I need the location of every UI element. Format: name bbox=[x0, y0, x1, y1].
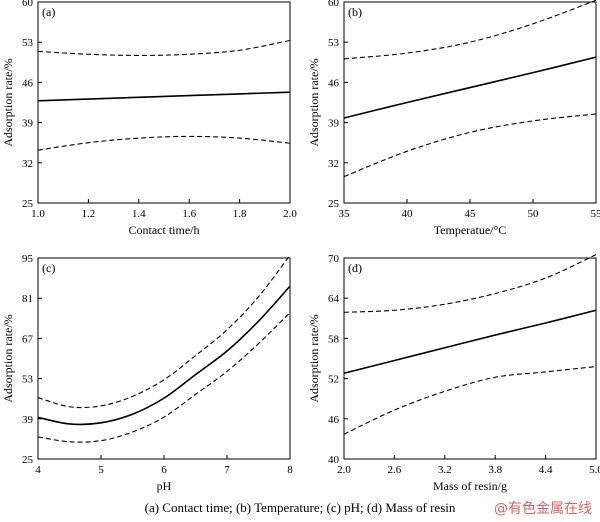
panel-label: (d) bbox=[348, 261, 362, 275]
x-tick-label: 5 bbox=[98, 464, 104, 476]
x-tick-label: 2.0 bbox=[337, 464, 351, 476]
y-tick-label: 39 bbox=[22, 414, 34, 426]
lower-confidence-curve bbox=[343, 113, 597, 178]
fitted-curve bbox=[343, 56, 597, 119]
x-tick-label: 8 bbox=[287, 464, 293, 476]
upper-confidence-curve bbox=[343, 254, 597, 313]
x-tick-label: 3.2 bbox=[438, 464, 452, 476]
y-tick-label: 58 bbox=[328, 333, 340, 345]
y-axis-label: Adsorption rate/% bbox=[307, 58, 321, 146]
x-axis-label: Temperatue/°C bbox=[434, 223, 507, 237]
fitted-curve bbox=[37, 91, 291, 102]
panel-label: (c) bbox=[42, 261, 55, 275]
y-tick-label: 53 bbox=[22, 37, 34, 49]
y-tick-label: 95 bbox=[22, 253, 34, 265]
x-tick-label: 1.2 bbox=[82, 208, 96, 220]
panel-d: 2.0 2.6 3.2 3.8 4.4 5.0 40 46 52 58 64 70 (d) Mass of… bbox=[307, 253, 600, 493]
y-tick-label: 25 bbox=[328, 198, 340, 210]
y-tick-label: 67 bbox=[22, 333, 34, 345]
x-tick-label: 40 bbox=[402, 208, 414, 220]
y-axis-label: Adsorption rate/% bbox=[307, 314, 321, 402]
x-tick-label: 1.8 bbox=[233, 208, 247, 220]
panel-label: (a) bbox=[42, 5, 55, 19]
x-tick-label: 6 bbox=[161, 464, 167, 476]
y-tick-label: 60 bbox=[328, 0, 340, 9]
x-tick-label: 5.0 bbox=[589, 464, 600, 476]
panel-a: 1.0 1.2 1.4 1.6 1.8 2.0 25 32 39 46 53 60 (a) Contact… bbox=[1, 0, 297, 237]
x-tick-label: 1.0 bbox=[31, 208, 45, 220]
figure: 1.0 1.2 1.4 1.6 1.8 2.0253239465360(a)Contact… bbox=[1, 0, 600, 493]
y-tick-label: 70 bbox=[328, 253, 340, 265]
y-tick-label: 53 bbox=[22, 374, 34, 386]
plot-frame bbox=[37, 1, 291, 204]
y-tick-label: 39 bbox=[22, 118, 34, 130]
x-tick-label: 45 bbox=[465, 208, 477, 220]
y-tick-label: 40 bbox=[328, 454, 340, 466]
lower-confidence-curve bbox=[37, 135, 291, 151]
y-tick-label: 46 bbox=[328, 77, 340, 89]
lower-confidence-curve bbox=[37, 312, 291, 443]
plot-frame bbox=[37, 257, 291, 460]
x-axis-label: Mass of resin/g bbox=[433, 479, 507, 493]
y-tick-label: 60 bbox=[22, 0, 34, 9]
x-tick-label: 1.6 bbox=[182, 208, 196, 220]
x-tick-label: 1.4 bbox=[132, 208, 146, 220]
figure-caption: (a) Contact time; (b) Temperature; (c) p… bbox=[144, 500, 456, 515]
x-tick-label: 35 bbox=[339, 208, 351, 220]
upper-confidence-curve bbox=[343, 0, 597, 60]
upper-confidence-curve bbox=[37, 39, 291, 56]
y-tick-label: 39 bbox=[328, 118, 340, 130]
x-tick-label: 7 bbox=[224, 464, 230, 476]
x-tick-label: 50 bbox=[528, 208, 540, 220]
plot-frame bbox=[343, 1, 597, 204]
upper-confidence-curve bbox=[37, 254, 291, 409]
y-tick-label: 25 bbox=[22, 454, 34, 466]
x-tick-label: 2.6 bbox=[388, 464, 402, 476]
y-tick-label: 32 bbox=[328, 158, 339, 170]
y-axis-label: Adsorption rate/% bbox=[1, 58, 15, 146]
panel-label: (b) bbox=[348, 5, 362, 19]
y-tick-label: 32 bbox=[22, 158, 33, 170]
x-tick-label: 4.4 bbox=[539, 464, 553, 476]
x-tick-label: 2.0 bbox=[283, 208, 297, 220]
panel-b: 35 40 45 50 55 25 32 39 46 53 60 (b) Temperatue/°C Ad… bbox=[307, 0, 600, 237]
x-axis-label: pH bbox=[157, 479, 172, 493]
fitted-curve bbox=[343, 309, 597, 375]
y-tick-label: 25 bbox=[22, 198, 34, 210]
y-axis-label: Adsorption rate/% bbox=[1, 314, 15, 402]
y-tick-label: 64 bbox=[328, 293, 340, 305]
x-axis-label: Contact time/h bbox=[129, 223, 200, 237]
y-tick-label: 46 bbox=[22, 77, 34, 89]
fitted-curve bbox=[37, 285, 291, 426]
lower-confidence-curve bbox=[343, 365, 597, 435]
y-tick-label: 53 bbox=[328, 37, 340, 49]
y-tick-label: 46 bbox=[328, 414, 340, 426]
x-tick-label: 55 bbox=[591, 208, 600, 220]
y-tick-label: 81 bbox=[22, 293, 33, 305]
plot-frame bbox=[343, 257, 597, 460]
x-tick-label: 4 bbox=[35, 464, 41, 476]
x-tick-label: 3.8 bbox=[488, 464, 502, 476]
y-tick-label: 52 bbox=[328, 374, 339, 386]
watermark: @有色金属在线 bbox=[494, 501, 592, 517]
